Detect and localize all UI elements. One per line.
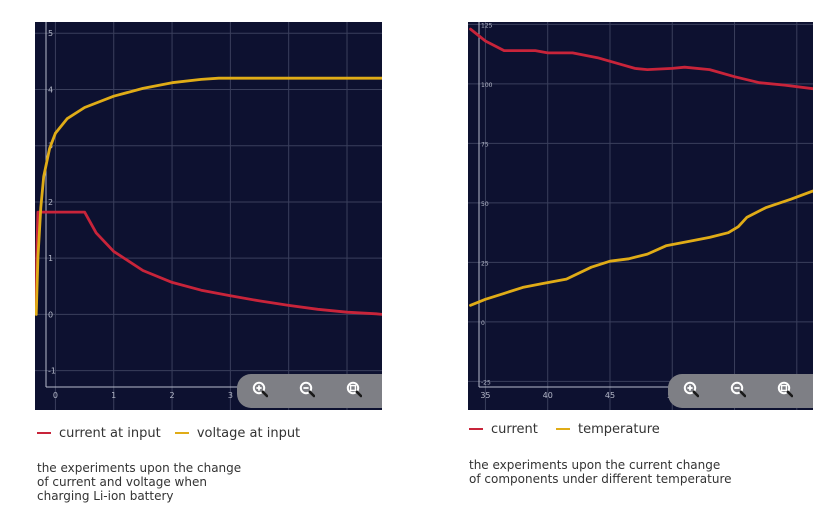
y-tick-label: 0 <box>481 320 485 327</box>
zoom-reset-button[interactable] <box>770 374 800 408</box>
x-tick-label: 40 <box>543 391 553 400</box>
caption-line: of current and voltage when <box>37 475 207 489</box>
zoom-toolbar-right <box>668 374 813 408</box>
legend-right: current temperature <box>469 422 670 437</box>
caption-line: the experiments upon the current change <box>469 458 721 472</box>
legend-left: current at input voltage at input <box>37 426 310 441</box>
y-tick-label: 0 <box>48 310 53 319</box>
legend-label: current at input <box>59 426 161 441</box>
x-tick-label: 3 <box>228 391 233 400</box>
legend-swatch <box>37 431 51 434</box>
series-line-current <box>469 27 813 91</box>
zoom-out-button[interactable] <box>292 374 322 408</box>
y-tick-label: 50 <box>481 201 489 208</box>
caption-left: the experiments upon the change of curre… <box>37 461 241 503</box>
zoom-reset-icon <box>777 381 793 398</box>
legend-swatch <box>556 427 571 430</box>
y-tick-label: 2 <box>48 198 53 207</box>
y-tick-label: 100 <box>481 82 493 89</box>
y-tick-label: 25 <box>481 260 489 267</box>
y-tick-label: 5 <box>48 29 53 38</box>
zoom-out-icon <box>730 381 746 398</box>
x-tick-label: 0 <box>53 391 58 400</box>
grid <box>35 22 382 410</box>
series-line-temperature <box>469 189 813 307</box>
legend-item-temperature: temperature <box>556 422 660 437</box>
series-line-current-at-input <box>35 210 382 316</box>
series-line-voltage-at-input <box>35 76 382 316</box>
legend-swatch <box>174 431 189 434</box>
zoom-out-button[interactable] <box>723 374 753 408</box>
legend-item-voltage-at-input: voltage at input <box>174 426 301 441</box>
y-tick-label: -1 <box>48 367 56 376</box>
caption-line: of components under different temperatur… <box>469 472 732 486</box>
x-tick-label: 35 <box>480 391 490 400</box>
x-tick-label: 1 <box>111 391 116 400</box>
y-tick-label: 125 <box>481 22 493 29</box>
legend-label: temperature <box>578 422 660 437</box>
zoom-out-icon <box>299 381 315 398</box>
x-tick-label: 2 <box>170 391 175 400</box>
grid <box>468 22 813 410</box>
zoom-reset-icon <box>346 381 362 398</box>
zoom-in-icon <box>683 381 699 398</box>
plot-background <box>35 22 382 410</box>
legend-item-current: current <box>469 422 538 437</box>
zoom-reset-button[interactable] <box>339 374 369 408</box>
zoom-in-button[interactable] <box>676 374 706 408</box>
zoom-in-icon <box>252 381 268 398</box>
y-tick-label: -25 <box>481 379 491 386</box>
zoom-toolbar-left <box>237 374 382 408</box>
zoom-in-button[interactable] <box>245 374 275 408</box>
y-tick-label: 1 <box>48 254 53 263</box>
caption-line: charging Li-ion battery <box>37 489 174 503</box>
legend-item-current-at-input: current at input <box>37 426 161 441</box>
legend-label: voltage at input <box>196 426 301 441</box>
caption-line: the experiments upon the change <box>37 461 242 475</box>
legend-swatch <box>469 427 483 430</box>
legend-label: current <box>491 422 538 437</box>
x-tick-label: 45 <box>605 391 615 400</box>
caption-right: the experiments upon the current change … <box>469 458 732 486</box>
y-tick-label: 4 <box>48 85 53 94</box>
plot-background <box>468 22 813 410</box>
y-tick-label: 75 <box>481 141 489 148</box>
